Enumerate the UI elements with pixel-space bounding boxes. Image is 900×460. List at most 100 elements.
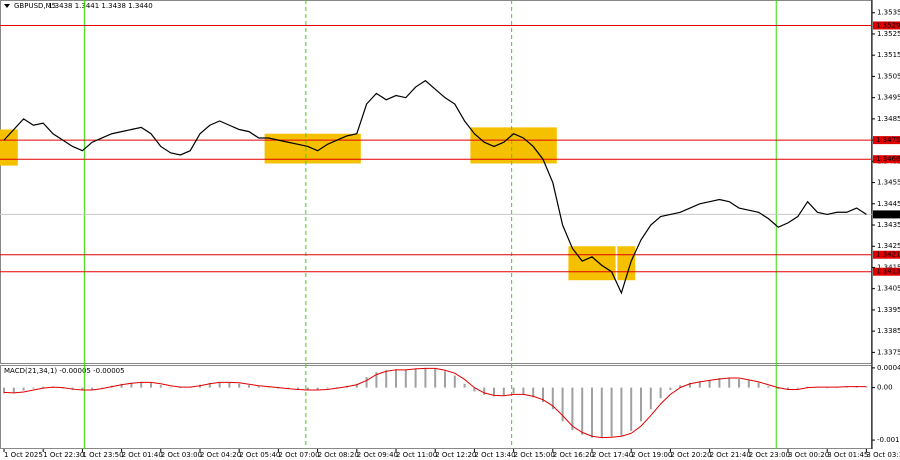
macd-bar bbox=[12, 387, 15, 393]
macd-bar bbox=[777, 387, 780, 390]
macd-bar bbox=[865, 387, 868, 388]
macd-bar bbox=[640, 387, 642, 422]
macd-bar bbox=[91, 387, 94, 390]
macd-bar bbox=[757, 382, 760, 388]
macd-bar bbox=[179, 387, 182, 389]
macd-bar bbox=[404, 369, 407, 388]
macd-bar bbox=[698, 381, 701, 388]
macd-bar bbox=[326, 387, 329, 389]
macd-bar bbox=[747, 380, 750, 388]
macd-bar bbox=[551, 387, 554, 410]
macd-bar bbox=[101, 387, 103, 389]
y-tick-label: 1.3435 bbox=[877, 221, 900, 229]
x-tick-label: 2 Oct 23:00 bbox=[749, 451, 790, 459]
y-tick-label: 1.3455 bbox=[877, 179, 900, 187]
macd-bar bbox=[159, 385, 162, 388]
macd-bar bbox=[140, 381, 143, 388]
macd-bar bbox=[659, 387, 662, 399]
y-tick-label: 1.3505 bbox=[877, 72, 900, 80]
macd-tick-label: -0.00109 bbox=[877, 436, 900, 444]
macd-bar bbox=[169, 387, 172, 388]
level-label: 1.3421 bbox=[876, 251, 900, 259]
chart-title: GBPUSD,M5 bbox=[14, 2, 56, 10]
macd-bar bbox=[424, 367, 427, 388]
macd-bar bbox=[689, 382, 691, 388]
macd-bar bbox=[600, 387, 603, 439]
macd-bar bbox=[796, 387, 799, 389]
x-tick-label: 2 Oct 16:20 bbox=[553, 451, 594, 459]
symbol-marker bbox=[4, 4, 10, 8]
macd-bar bbox=[708, 379, 711, 388]
level-label-box bbox=[873, 136, 900, 145]
y-tick-label: 1.3375 bbox=[877, 348, 900, 356]
y-tick-label: 1.3525 bbox=[877, 30, 900, 38]
macd-bar bbox=[826, 387, 829, 389]
level-label: 1.3529 bbox=[876, 21, 900, 29]
macd-bar bbox=[473, 387, 476, 392]
macd-bar bbox=[522, 387, 525, 395]
macd-bar bbox=[375, 372, 378, 388]
y-tick-label: 1.3405 bbox=[877, 285, 900, 293]
macd-bar bbox=[463, 383, 466, 388]
macd-tick-label: 0.00041 bbox=[877, 364, 900, 372]
macd-bar bbox=[22, 387, 25, 391]
macd-bar bbox=[581, 387, 584, 435]
x-tick-label: 2 Oct 01:40 bbox=[122, 451, 163, 459]
x-tick-label: 3 Oct 00:20 bbox=[788, 451, 829, 459]
macd-bar bbox=[32, 387, 35, 389]
macd-bar bbox=[630, 387, 633, 431]
macd-bar bbox=[365, 377, 368, 388]
level-label: 1.3413 bbox=[876, 268, 900, 276]
x-tick-label: 3 Oct 03:10 bbox=[866, 451, 900, 459]
x-tick-label: 3 Oct 01:45 bbox=[827, 451, 868, 459]
x-tick-label: 2 Oct 19:00 bbox=[631, 451, 672, 459]
y-tick-label: 1.3495 bbox=[877, 94, 900, 102]
macd-bar bbox=[208, 382, 211, 388]
macd-bar bbox=[728, 377, 731, 388]
macd-bar bbox=[571, 387, 574, 430]
macd-bar bbox=[738, 378, 740, 388]
macd-bar bbox=[483, 387, 486, 395]
macd-bar bbox=[649, 387, 652, 410]
x-tick-label: 2 Oct 20:20 bbox=[670, 451, 711, 459]
y-tick-label: 1.3485 bbox=[877, 115, 900, 123]
signal-zone bbox=[568, 246, 616, 281]
macd-bar bbox=[42, 386, 45, 388]
level-label-box bbox=[873, 267, 900, 276]
signal-zone bbox=[0, 129, 18, 166]
macd-bar bbox=[532, 387, 535, 398]
macd-bar bbox=[257, 386, 260, 388]
macd-tick-label: 0.00 bbox=[877, 384, 893, 392]
x-tick-label: 1 Oct 23:50 bbox=[82, 451, 123, 459]
macd-bar bbox=[561, 387, 564, 422]
macd-bar bbox=[228, 382, 231, 388]
current-price-label: 1.344 bbox=[876, 210, 897, 218]
y-tick-label: 1.3445 bbox=[877, 200, 900, 208]
macd-bar bbox=[248, 385, 250, 388]
macd-bar bbox=[434, 368, 437, 388]
macd-bar bbox=[718, 377, 721, 388]
macd-signal bbox=[3, 367, 867, 439]
macd-bar bbox=[218, 381, 221, 388]
macd-title: MACD(21,34,1) -0.00005 -0.00005 bbox=[4, 367, 125, 375]
macd-bar bbox=[414, 368, 417, 388]
macd-bar bbox=[395, 369, 397, 388]
y-tick-label: 1.3425 bbox=[877, 242, 900, 250]
macd-bar bbox=[502, 387, 505, 396]
macd-bar bbox=[150, 382, 152, 388]
level-label: 1.3466 bbox=[876, 155, 900, 163]
y-tick-label: 1.3385 bbox=[877, 327, 900, 335]
x-tick-label: 2 Oct 17:40 bbox=[592, 451, 633, 459]
x-tick-label: 2 Oct 11:00 bbox=[396, 451, 437, 459]
x-tick-label: 2 Oct 07:00 bbox=[278, 451, 319, 459]
ohlc-header: 1.3438 1.3441 1.3438 1.3440 bbox=[48, 2, 153, 10]
x-tick-label: 2 Oct 15:00 bbox=[514, 451, 555, 459]
macd-bar bbox=[297, 387, 299, 391]
macd-bar bbox=[493, 387, 495, 397]
x-tick-label: 1 Oct 22:30 bbox=[43, 451, 84, 459]
macd-bar bbox=[120, 383, 123, 388]
x-tick-label: 2 Oct 08:20 bbox=[318, 451, 359, 459]
macd-bar bbox=[316, 387, 319, 391]
macd-bar bbox=[130, 382, 133, 388]
